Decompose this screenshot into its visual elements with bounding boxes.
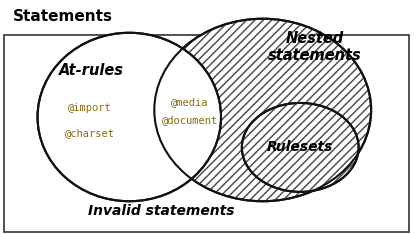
Ellipse shape: [38, 33, 221, 201]
Text: @media: @media: [171, 97, 208, 107]
Text: @charset: @charset: [65, 128, 115, 138]
Text: Rulesets: Rulesets: [267, 140, 334, 154]
Ellipse shape: [154, 19, 371, 201]
Text: Nested
statements: Nested statements: [268, 31, 362, 63]
Text: @import: @import: [68, 103, 111, 113]
FancyBboxPatch shape: [4, 35, 409, 232]
Text: At-rules: At-rules: [59, 63, 124, 78]
Text: @document: @document: [162, 116, 218, 125]
Ellipse shape: [242, 103, 359, 192]
Text: Invalid statements: Invalid statements: [88, 204, 234, 218]
Text: Statements: Statements: [13, 9, 113, 24]
